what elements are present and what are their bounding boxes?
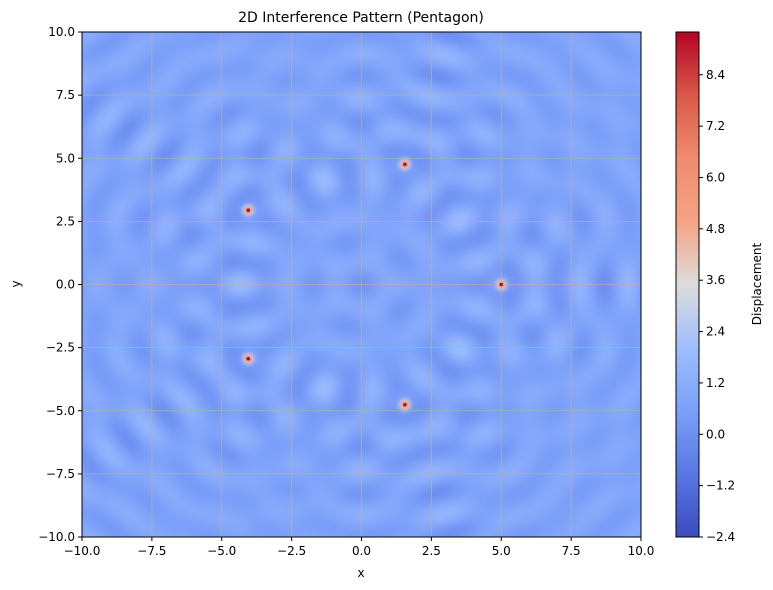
colorbar-ticks: −2.4 −1.2 0.0 1.2 2.4 3.6 4.8 6.0 7.2 8.4 <box>699 68 735 544</box>
x-tick-label: −5.0 <box>207 544 236 558</box>
x-tick-label: −2.5 <box>277 544 306 558</box>
y-tick-label: −10.0 <box>38 530 75 544</box>
y-tick-label: −2.5 <box>46 341 75 355</box>
source-marker <box>403 403 407 407</box>
source-markers <box>246 162 503 407</box>
y-tick-label: 7.5 <box>56 88 75 102</box>
colorbar-tick-label: 6.0 <box>706 171 725 185</box>
colorbar-label: Displacement <box>750 242 764 325</box>
x-tick-label: 2.5 <box>422 544 441 558</box>
colorbar-tick-label: −2.4 <box>706 530 735 544</box>
y-axis-label: y <box>9 280 23 287</box>
x-tick-label: 10.0 <box>628 544 655 558</box>
chart-title: 2D Interference Pattern (Pentagon) <box>238 10 484 26</box>
source-marker <box>403 162 407 166</box>
colorbar-tick-label: 3.6 <box>706 273 725 287</box>
y-tick-label: −5.0 <box>46 404 75 418</box>
colorbar-gradient <box>675 31 700 538</box>
colorbar: −2.4 −1.2 0.0 1.2 2.4 3.6 4.8 6.0 7.2 8.4 Displac… <box>675 31 764 544</box>
x-axis: −10.0 −7.5 −5.0 −2.5 0.0 2.5 5.0 7.5 10.0 <box>64 537 655 558</box>
plot-area <box>81 31 642 538</box>
colorbar-tick-label: 7.2 <box>706 119 725 133</box>
source-marker <box>246 208 250 212</box>
colorbar-tick-label: 8.4 <box>706 68 725 82</box>
x-tick-label: −10.0 <box>64 544 101 558</box>
x-tick-label: 7.5 <box>562 544 581 558</box>
y-tick-label: 5.0 <box>56 151 75 165</box>
source-marker <box>499 282 503 287</box>
source-marker <box>246 357 250 361</box>
colorbar-tick-label: 1.2 <box>706 376 725 390</box>
colorbar-tick-label: 4.8 <box>706 222 725 236</box>
x-tick-label: 0.0 <box>352 544 371 558</box>
x-tick-label: −7.5 <box>137 544 166 558</box>
y-tick-label: 0.0 <box>56 278 75 292</box>
y-axis: −10.0 −7.5 −5.0 −2.5 0.0 2.5 5.0 7.5 10.0 <box>38 25 82 544</box>
y-tick-label: −7.5 <box>46 467 75 481</box>
colorbar-tick-label: −1.2 <box>706 479 735 493</box>
x-tick-label: 5.0 <box>492 544 511 558</box>
colorbar-tick-label: 2.4 <box>706 325 725 339</box>
x-axis-label: x <box>357 566 364 580</box>
colorbar-tick-label: 0.0 <box>706 427 725 441</box>
y-tick-label: 10.0 <box>48 25 75 39</box>
y-tick-label: 2.5 <box>56 214 75 228</box>
